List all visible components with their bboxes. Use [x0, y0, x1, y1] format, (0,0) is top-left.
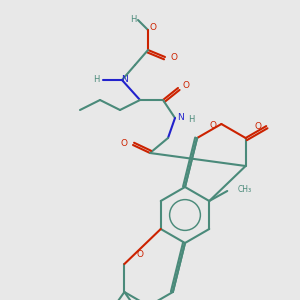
- Text: O: O: [182, 80, 190, 89]
- Text: O: O: [149, 22, 157, 32]
- Text: O: O: [255, 122, 262, 130]
- Text: H: H: [130, 16, 136, 25]
- Text: O: O: [136, 250, 143, 259]
- Text: O: O: [121, 139, 128, 148]
- Text: H: H: [93, 76, 99, 85]
- Text: N: N: [122, 76, 128, 85]
- Text: H: H: [188, 116, 194, 124]
- Text: O: O: [210, 122, 217, 130]
- Text: CH₃: CH₃: [237, 184, 251, 194]
- Text: N: N: [177, 113, 183, 122]
- Text: O: O: [170, 52, 178, 62]
